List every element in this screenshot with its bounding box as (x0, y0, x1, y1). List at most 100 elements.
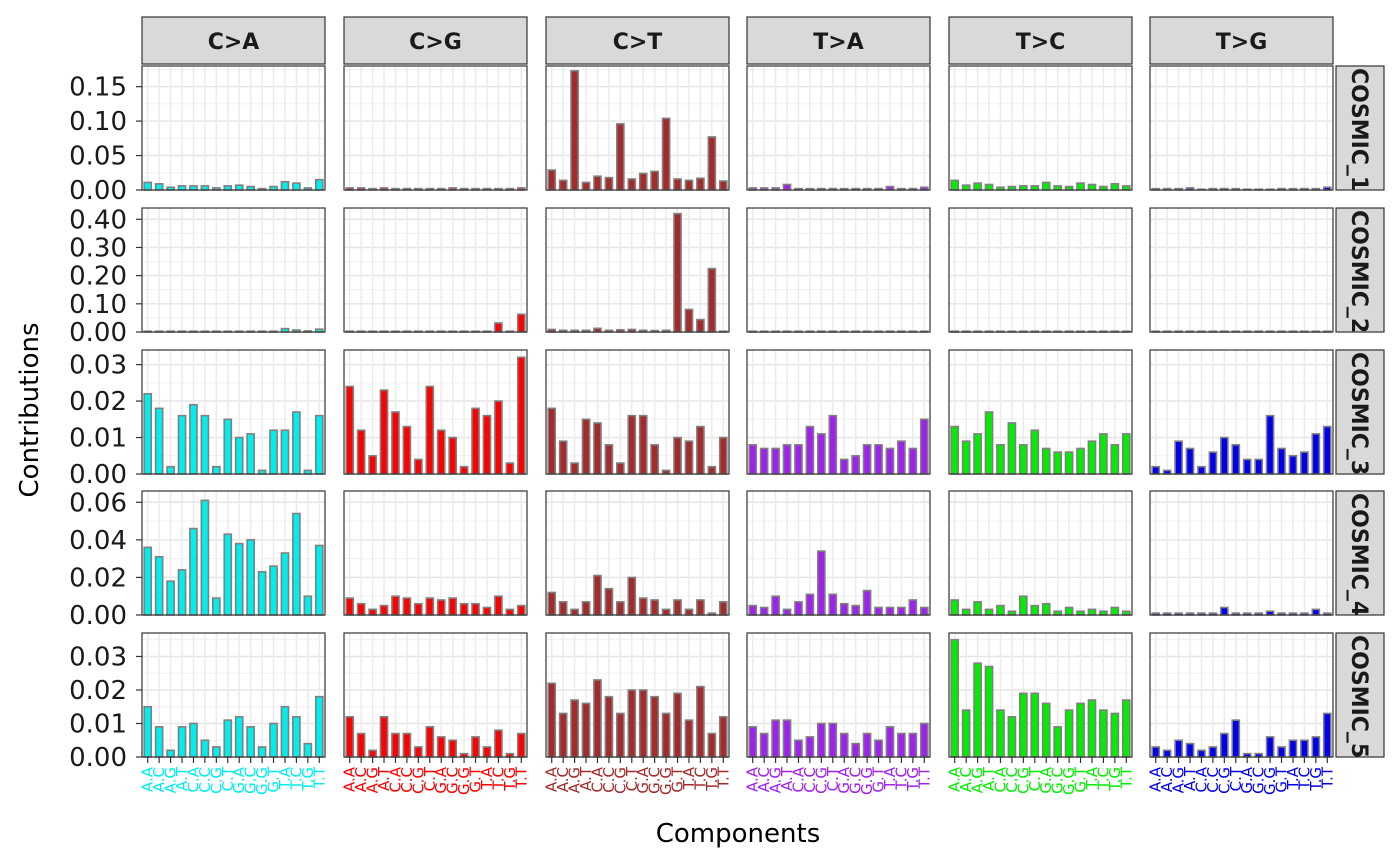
x-tick-label: A.A (744, 766, 762, 792)
bar-G.A (1041, 702, 1051, 758)
x-tick-label: G.G (455, 767, 473, 795)
bar-T.T (718, 601, 728, 616)
bar-G.C (1053, 451, 1063, 475)
bar-G.G (1265, 414, 1275, 475)
x-tick-label: T.C (691, 767, 709, 791)
strip-label: C>T (613, 30, 663, 55)
bar-A.G (166, 749, 175, 758)
bar-T.G (505, 462, 515, 475)
bar-G.C (246, 726, 256, 758)
bar-G.C (650, 444, 660, 475)
bar-C.C (805, 425, 815, 475)
strip-C-to-G (343, 16, 528, 65)
bar-C.C (604, 695, 614, 758)
x-tick-label: T.A (1083, 766, 1101, 790)
bar-T.T (718, 180, 728, 191)
bar-C.C (1208, 451, 1218, 475)
panel-border (1149, 349, 1334, 475)
y-tick-label: 0.30 (69, 233, 127, 263)
x-tick-label: T.T (915, 766, 933, 789)
row-strip-text-group: COSMIC_2 (1346, 210, 1371, 333)
bar-G.A (234, 542, 244, 616)
bar-C.C (604, 587, 614, 616)
panel-border (746, 632, 931, 758)
strip-label: T>C (1016, 30, 1066, 55)
bar-C.A (1197, 749, 1206, 758)
x-tick-label: T.G (703, 767, 721, 792)
y-tick-label: 0.00 (69, 601, 127, 631)
x-tick-label: C.T (421, 766, 439, 791)
x-tick-label: C.G (1215, 767, 1233, 794)
bar-C.T (627, 576, 637, 616)
y-tick-label: 0.00 (69, 460, 127, 490)
x-tick-label: A.A (946, 766, 964, 792)
bar-T.A (684, 608, 694, 616)
bar-C.C (1007, 715, 1017, 758)
bar-A.T (177, 185, 187, 191)
bar-T.G (1110, 712, 1120, 758)
panel-bg (949, 66, 1132, 190)
bar-C.C (1007, 422, 1017, 475)
bar-T.C (292, 512, 301, 616)
bar-A.T (177, 414, 187, 475)
x-tick-label: A.C (352, 767, 370, 792)
bar-A.C (154, 183, 164, 191)
x-tick-label: T.T (1117, 766, 1135, 789)
y-tick-label: 0.40 (69, 205, 127, 235)
row-strip-label: COSMIC_2 (1346, 210, 1371, 333)
bar-A.A (1151, 746, 1161, 758)
bar-C.T (223, 533, 233, 616)
row-strip (1335, 632, 1385, 758)
panel-border (545, 207, 730, 333)
bar-C.G (1219, 606, 1229, 616)
x-tick-label: C.T (824, 766, 842, 791)
bar-G.G (661, 608, 671, 616)
bar-T.T (314, 544, 324, 616)
panel-bg (344, 66, 527, 190)
x-tick-label: A.T (577, 766, 595, 791)
bar-C.T (1030, 185, 1040, 191)
x-tick-label: G.G (1261, 767, 1279, 795)
bar-T.C (1300, 451, 1309, 475)
x-tick-label: G.A (230, 766, 248, 793)
panel-border (948, 349, 1133, 475)
bar-C.G (1219, 732, 1229, 758)
bar-A.G (973, 601, 982, 616)
x-tick-label: G.C (1250, 767, 1268, 794)
y-axis-title: Contributions (15, 323, 45, 498)
bar-C.G (211, 746, 221, 758)
bar-A.G (771, 447, 780, 475)
bar-T.T (516, 313, 526, 333)
y-tick-label: 0.01 (69, 424, 127, 454)
bar-G.A (638, 689, 648, 758)
bar-G.C (448, 436, 458, 475)
bar-G.C (650, 170, 660, 191)
bar-C.C (200, 499, 210, 616)
x-tick-label: C.A (1192, 766, 1210, 792)
strip-T-to-G (1149, 16, 1334, 65)
bar-A.G (1174, 739, 1183, 758)
bar-G.T (1076, 702, 1085, 758)
y-tick-label: 0.02 (69, 387, 127, 417)
bar-A.G (570, 608, 579, 616)
bar-T.G (1311, 736, 1321, 758)
row-strip-text-group: COSMIC_3 (1346, 352, 1371, 475)
facet-panels: C>A C>G C>T T>A T>C T>GCOSMIC_10.000.050.100.… (69, 16, 1385, 795)
row-strip-label: COSMIC_3 (1346, 352, 1371, 475)
bar-C.C (402, 597, 412, 616)
panel-border (1149, 490, 1334, 616)
bar-G.T (874, 606, 883, 616)
x-tick-label: C.T (1026, 766, 1044, 791)
bar-G.C (851, 454, 861, 475)
bar-G.G (862, 732, 872, 758)
bar-C.A (593, 422, 602, 475)
bar-A.C (154, 407, 164, 475)
x-tick-label: A.T (173, 766, 191, 791)
bar-A.C (558, 712, 568, 758)
bar-C.T (425, 597, 435, 616)
x-tick-label: C.C (801, 767, 819, 793)
bar-G.T (874, 739, 883, 758)
bar-A.A (547, 682, 557, 758)
x-tick-label: T.T (310, 766, 328, 789)
bar-T.C (292, 411, 301, 475)
